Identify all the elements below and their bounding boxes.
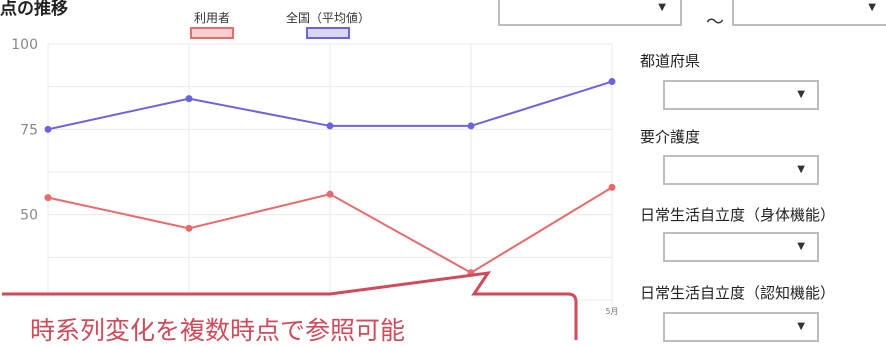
chevron-down-icon: ▼ (868, 2, 876, 13)
y-tick-label: 100 (11, 37, 38, 53)
x-tick-label: 5月 (605, 307, 618, 316)
chevron-down-icon: ▼ (797, 321, 805, 332)
data-point (467, 122, 475, 130)
physical-independence-select[interactable]: ▼ (663, 232, 819, 262)
filter-label-care-level: 要介護度 (640, 128, 701, 146)
chevron-down-icon: ▼ (797, 241, 805, 252)
legend-swatch (306, 27, 350, 39)
data-point (326, 122, 334, 130)
filter-label-physical: 日常生活自立度（身体機能） (640, 206, 836, 224)
data-point (44, 125, 52, 133)
data-point (185, 224, 193, 232)
callout-bubble (2, 271, 578, 340)
legend-swatch (190, 27, 234, 39)
y-tick-label: 75 (20, 122, 38, 138)
chevron-down-icon: ▼ (797, 164, 805, 175)
data-point (608, 183, 616, 191)
filter-label-prefecture: 都道府県 (640, 52, 701, 70)
period-start-select[interactable]: ▼ (498, 0, 682, 26)
section-title: 点の推移 (0, 0, 68, 19)
care-level-select[interactable]: ▼ (663, 155, 819, 185)
legend-label: 利用者 (194, 11, 230, 25)
period-separator: ～ (706, 12, 724, 33)
y-tick-label: 50 (20, 208, 38, 224)
data-point (185, 95, 193, 103)
data-point (326, 190, 334, 198)
chevron-down-icon: ▼ (658, 2, 666, 13)
prefecture-select[interactable]: ▼ (663, 80, 819, 110)
legend-label: 全国（平均値） (286, 10, 370, 25)
callout-text: 時系列変化を複数時点で参照可能 (30, 316, 406, 345)
cognitive-independence-select[interactable]: ▼ (663, 312, 819, 342)
period-end-select[interactable]: ▼ (732, 0, 886, 26)
chevron-down-icon: ▼ (797, 89, 805, 100)
data-point (608, 78, 616, 86)
data-point (44, 194, 52, 202)
filter-label-cognitive: 日常生活自立度（認知機能） (640, 284, 836, 302)
